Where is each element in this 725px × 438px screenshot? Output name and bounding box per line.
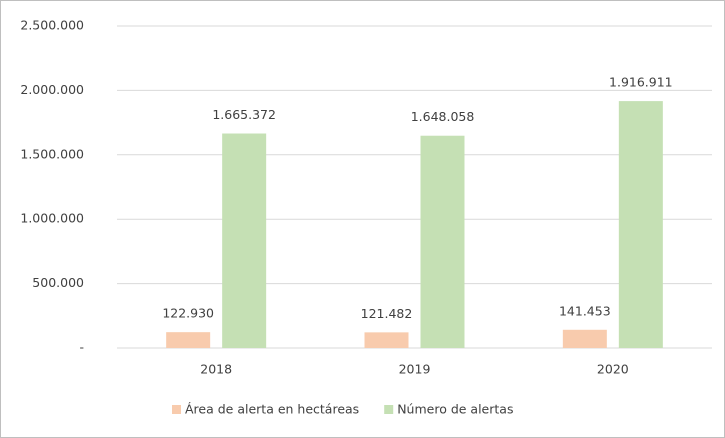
value-label: 122.930	[162, 306, 214, 321]
y-tick-label: 1.500.000	[20, 146, 84, 161]
x-tick-label: 2019	[399, 362, 431, 377]
value-label: 1.916.911	[609, 75, 673, 90]
x-tick-label: 2018	[200, 362, 232, 377]
legend-swatch	[384, 405, 394, 414]
value-label: 121.482	[361, 306, 413, 321]
bar	[364, 332, 409, 348]
y-tick-label: 500.000	[32, 275, 84, 290]
y-tick-label: 1.000.000	[20, 211, 84, 226]
bar	[222, 133, 267, 348]
bar	[166, 332, 211, 348]
value-label: 1.648.058	[411, 109, 475, 124]
legend-label: Número de alertas	[397, 402, 513, 417]
legend-label: Área de alerta en hectáreas	[185, 402, 359, 417]
value-label: 141.453	[559, 303, 611, 318]
y-tick-label: 2.000.000	[20, 82, 84, 97]
x-tick-label: 2020	[597, 362, 629, 377]
y-tick-label: -	[79, 340, 84, 355]
value-label: 1.665.372	[212, 107, 276, 122]
y-tick-label: 2.500.000	[20, 18, 84, 33]
bar	[562, 329, 607, 348]
bar	[618, 101, 663, 348]
bar	[420, 135, 465, 348]
legend-swatch	[172, 405, 181, 414]
